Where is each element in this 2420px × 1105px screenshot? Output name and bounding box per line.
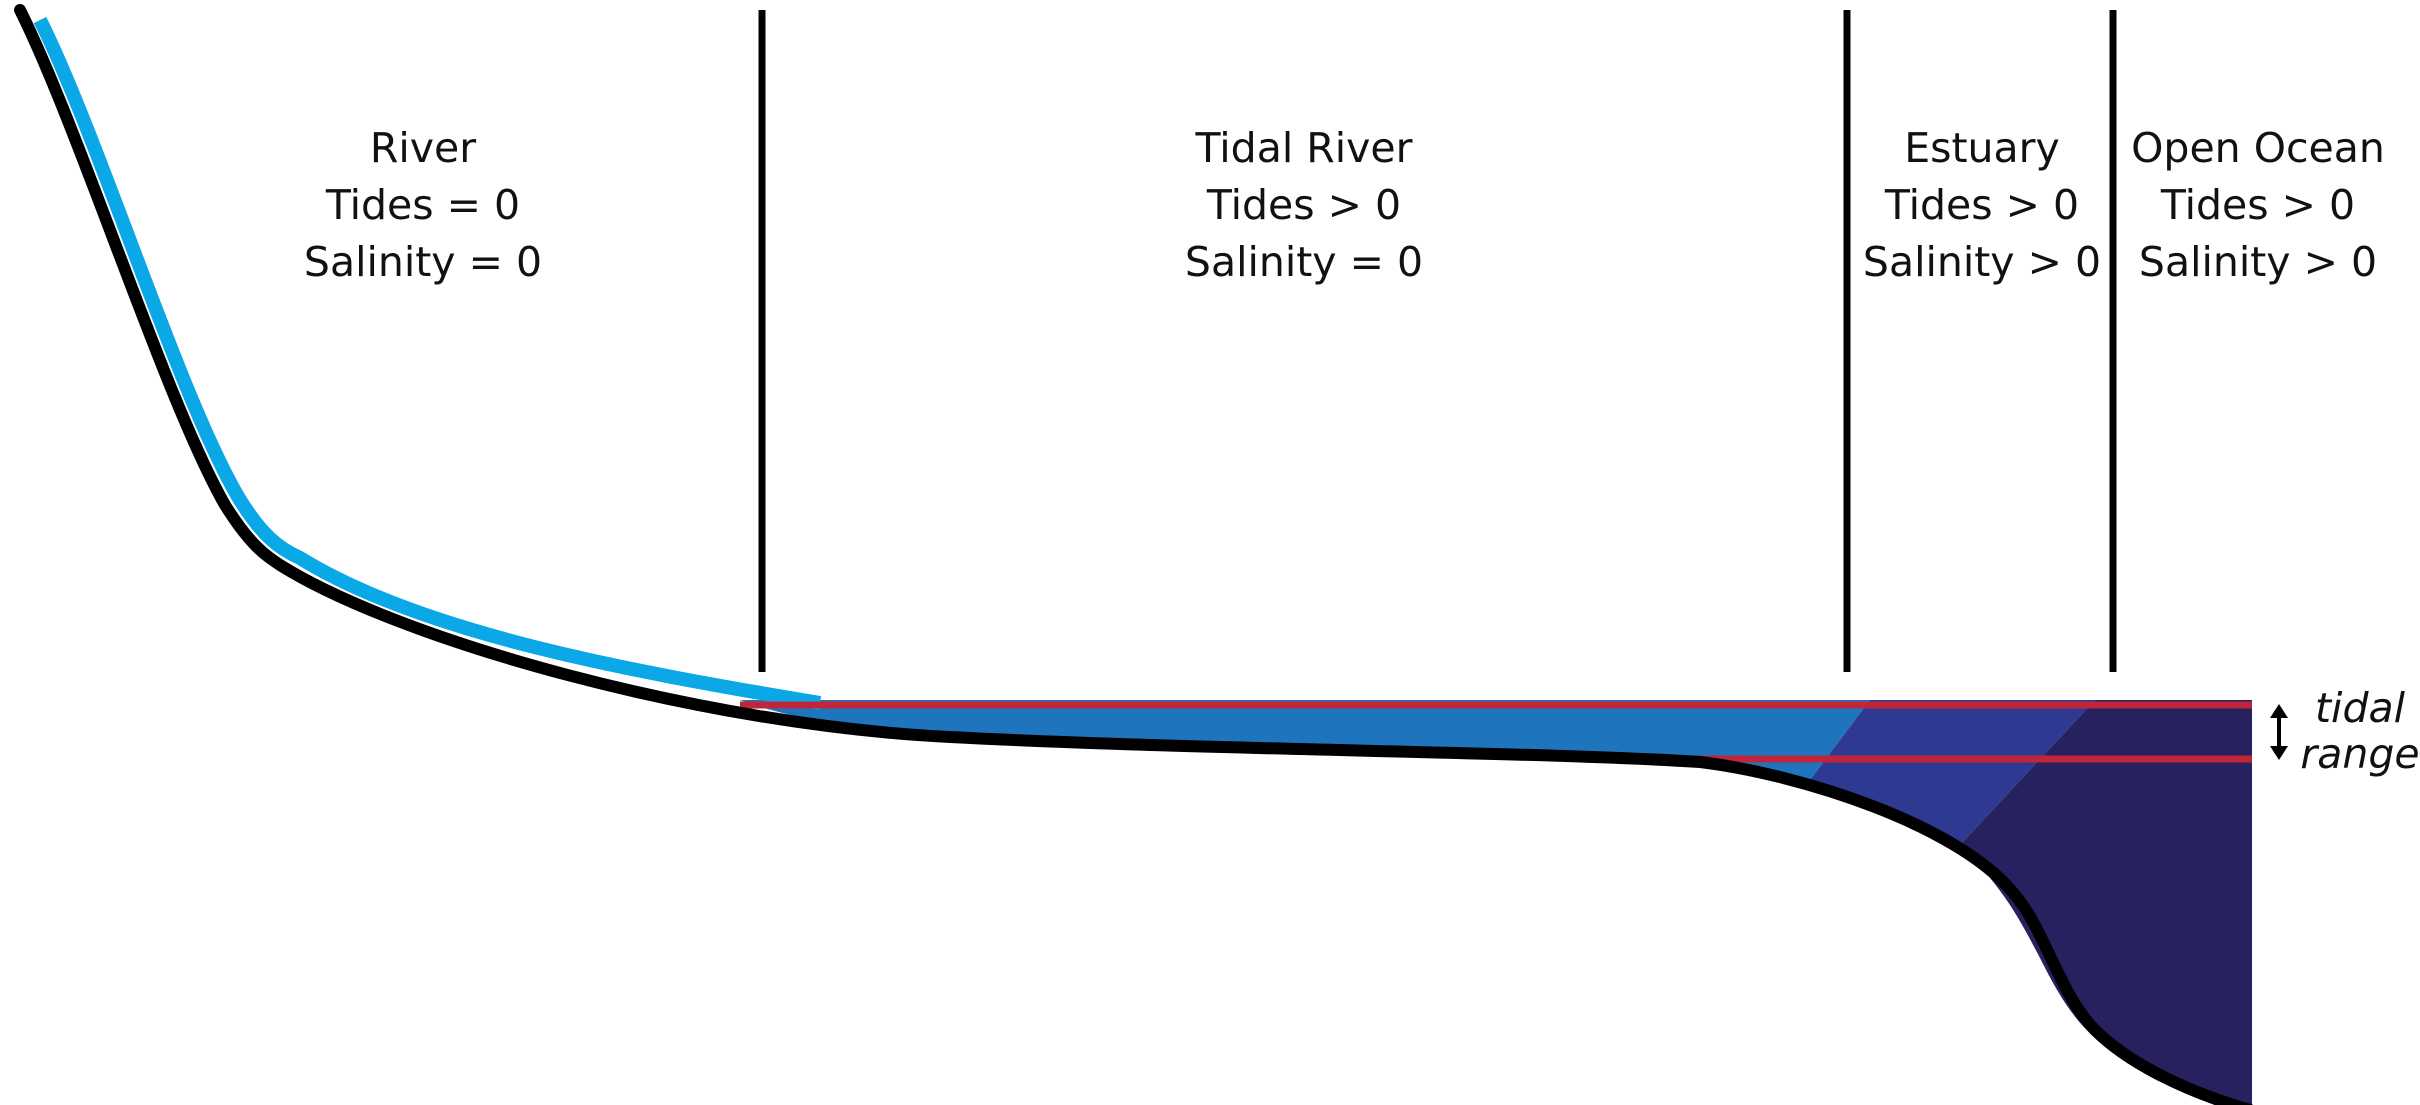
zone-label-tidal-river: Tidal River Tides > 0 Salinity = 0	[1185, 124, 1423, 286]
zone-label-river: River Tides = 0 Salinity = 0	[304, 124, 542, 286]
zone-name: River	[370, 124, 476, 172]
zone-salinity: Salinity = 0	[304, 238, 542, 286]
tide-lines	[740, 701, 2252, 763]
zone-salinity: Salinity > 0	[1863, 238, 2101, 286]
tidal-range-label-line2: range	[2300, 730, 2419, 778]
zone-tides: Tides > 0	[1206, 181, 1401, 229]
tidal-range-label-line1: tidal	[2315, 684, 2406, 732]
water-layers	[33, 16, 2252, 1105]
ocean-water	[1960, 700, 2252, 1105]
zone-tides: Tides = 0	[325, 181, 520, 229]
zone-tides: Tides > 0	[1884, 181, 2079, 229]
zone-name: Estuary	[1904, 124, 2060, 172]
zone-tides: Tides > 0	[2160, 181, 2355, 229]
zone-dividers	[758, 10, 2117, 672]
riverbed-line	[14, 4, 2254, 1105]
zone-name: Tidal River	[1195, 124, 1413, 172]
estuary-water	[1810, 700, 2095, 845]
river-water	[33, 16, 822, 710]
tidal-range-indicator: tidal range	[2270, 684, 2420, 778]
zone-salinity: Salinity > 0	[2139, 238, 2377, 286]
zone-label-open-ocean: Open Ocean Tides > 0 Salinity > 0	[2131, 124, 2385, 286]
zone-salinity: Salinity = 0	[1185, 238, 1423, 286]
zone-name: Open Ocean	[2131, 124, 2385, 172]
double-arrow-icon	[2270, 704, 2288, 760]
zone-label-estuary: Estuary Tides > 0 Salinity > 0	[1863, 124, 2101, 286]
tidal-river-water	[740, 700, 1870, 780]
